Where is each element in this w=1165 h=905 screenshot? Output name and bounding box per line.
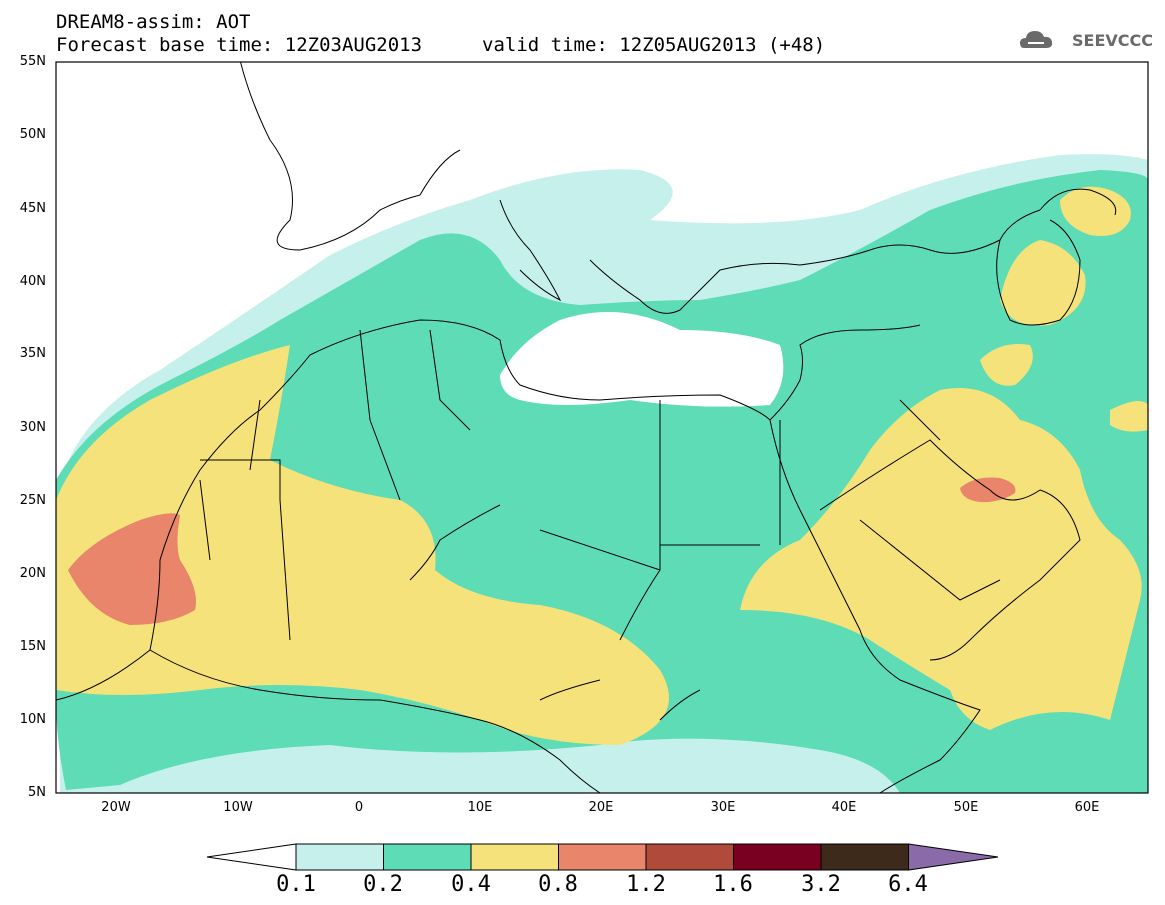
forecast-base-time: Forecast base time: 12Z03AUG2013: [56, 34, 423, 56]
lon-label: 50E: [953, 800, 979, 815]
logo-text: SEEVCCC: [1072, 31, 1153, 50]
lat-label: 40N: [19, 274, 46, 289]
cloud-icon: [1020, 31, 1053, 48]
coastlines: [56, 62, 1117, 793]
colorbar-label: 0.8: [538, 872, 578, 897]
lon-label: 20E: [588, 800, 614, 815]
lat-label: 35N: [19, 346, 46, 361]
colorbar-bin-2: [383, 843, 472, 871]
colorbar-bin-7: [820, 843, 909, 871]
mediterranean-clear: [500, 312, 784, 407]
colorbar-bin-4: [558, 843, 647, 871]
colorbar-label: 0.1: [276, 872, 316, 897]
aot-field: [56, 62, 1148, 793]
colorbar-label: 3.2: [801, 872, 841, 897]
lat-label: 50N: [19, 127, 46, 142]
lon-label: 0: [354, 800, 364, 815]
colorbar-label: 1.6: [713, 872, 753, 897]
lon-label: 10E: [467, 800, 493, 815]
colorbar-label: 0.4: [451, 872, 491, 897]
aot-level-0.4-caspian-north: [1060, 186, 1131, 236]
colorbar-arrow-low: [206, 843, 297, 871]
colorbar-bin-3: [470, 843, 559, 871]
colorbar-label: 1.2: [626, 872, 666, 897]
colorbar: [206, 843, 999, 871]
lat-label: 30N: [19, 420, 46, 435]
colorbar-bin-6: [733, 843, 822, 871]
colorbar-label: 0.2: [363, 872, 403, 897]
valid-time: valid time: 12Z05AUG2013 (+48): [482, 34, 826, 56]
colorbar-arrow-high: [908, 843, 999, 871]
aot-level-0.4-east: [1110, 401, 1148, 432]
aot-level-0.8-gulf: [960, 477, 1016, 503]
plot-frame: [55, 61, 1149, 794]
lat-label: 45N: [19, 201, 46, 216]
aot-level-0.4-caspian: [1000, 240, 1086, 326]
lat-label: 25N: [19, 493, 46, 508]
lon-label: 40E: [831, 800, 857, 815]
aot-level-0.4-arabia: [740, 388, 1142, 730]
lat-label: 10N: [19, 712, 46, 727]
lat-label: 5N: [28, 785, 46, 800]
lon-label: 60E: [1074, 800, 1100, 815]
map-title: DREAM8-assim: AOT: [56, 11, 251, 33]
lon-label: 20W: [101, 800, 131, 815]
colorbar-label: 6.4: [888, 872, 928, 897]
lat-label: 55N: [19, 54, 46, 69]
aot-level-0.4-iran: [980, 344, 1033, 386]
aot-level-0.8-west: [68, 513, 196, 625]
lat-label: 15N: [19, 639, 46, 654]
aot-level-0.4-west: [56, 345, 669, 745]
lon-label: 30E: [710, 800, 736, 815]
colorbar-bin-1: [295, 843, 384, 871]
colorbar-bin-5: [645, 843, 734, 871]
lat-label: 20N: [19, 566, 46, 581]
lon-label: 10W: [223, 800, 253, 815]
